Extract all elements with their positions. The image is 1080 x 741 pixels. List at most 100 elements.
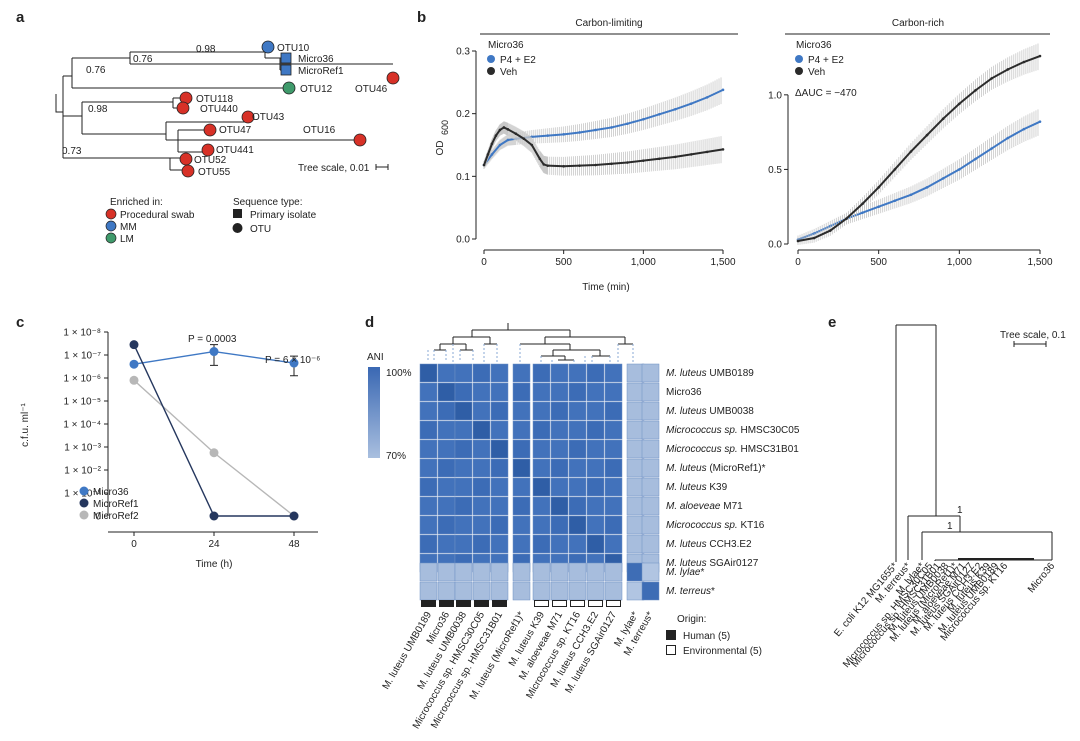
legend-enriched-title: Enriched in: <box>110 197 163 208</box>
data-point-micro36 <box>209 347 219 357</box>
panel-c: c 01 × 10⁻¹1 × 10⁻²1 × 10⁻³1 × 10⁻⁴1 × 1… <box>16 314 320 570</box>
heatmap-cell <box>604 534 623 554</box>
heatmap-cell <box>586 401 605 421</box>
data-point <box>542 163 546 166</box>
heatmap-cell <box>472 581 491 601</box>
legend-label: Primary isolate <box>250 210 317 221</box>
heatmap-cell <box>454 382 473 402</box>
row-label-rest: KT16 <box>738 520 765 531</box>
origin-marker-environmental <box>588 600 603 607</box>
heatmap-cell <box>568 420 587 440</box>
heatmap-cell <box>626 401 645 421</box>
heatmap-cell <box>512 581 531 601</box>
heatmap-row-label: M. terreus* <box>666 586 715 597</box>
heatmap-cell <box>641 382 660 402</box>
heatmap-row-label: Micrococcus sp. HMSC31B01 <box>666 444 799 455</box>
heatmap-cell <box>604 439 623 459</box>
tip-label: OTU52 <box>194 155 227 166</box>
data-point-micro36 <box>289 358 299 368</box>
data-point <box>1006 136 1010 140</box>
legend-swatch-environmental <box>666 645 676 655</box>
legend-swatch-mm <box>105 220 117 232</box>
heatmap-cell <box>419 458 438 478</box>
data-point <box>990 77 993 80</box>
data-point <box>642 159 645 162</box>
y-tick-label: 0.2 <box>456 109 470 120</box>
y-tick-label: 0.1 <box>456 172 470 183</box>
row-label-italic: Micrococcus sp. <box>666 520 738 531</box>
heatmap-cell <box>532 458 551 478</box>
heatmap-cell <box>437 382 456 402</box>
tip-label: OTU10 <box>277 43 310 54</box>
heatmap-cell <box>641 458 660 478</box>
heatmap-cell <box>512 477 531 497</box>
legend-title: Micro36 <box>796 40 832 51</box>
data-point <box>578 131 581 134</box>
y-axis-label-sub: 600 <box>440 120 450 135</box>
heatmap-cell <box>550 420 569 440</box>
heatmap-cell <box>454 420 473 440</box>
y-tick-label: 1 × 10⁻⁶ <box>64 374 101 385</box>
y-axis-label: OD <box>435 141 446 156</box>
data-point <box>845 217 848 220</box>
heatmap-cell <box>568 363 587 383</box>
heatmap-cell <box>512 401 531 421</box>
x-tick-label: 500 <box>870 257 887 268</box>
dendrogram-leaf-connectors <box>427 344 634 362</box>
heatmap-cell <box>568 534 587 554</box>
data-point <box>494 134 498 137</box>
panel-b-letter: b <box>417 9 426 26</box>
heatmap-cell <box>641 562 660 582</box>
data-point <box>562 165 565 168</box>
heatmap-cell <box>419 382 438 402</box>
tip-label: MicroRef1 <box>298 66 344 77</box>
legend-swatch-microref2 <box>79 510 89 520</box>
heatmap-cell <box>568 477 587 497</box>
y-axis-label: c.f.u. ml⁻¹ <box>20 403 31 447</box>
heatmap-cell <box>472 439 491 459</box>
y-tick-label: 0.5 <box>768 165 782 176</box>
heatmap-cell <box>604 420 623 440</box>
data-point <box>877 205 880 209</box>
heatmap-row-label: M. luteus K39 <box>666 482 728 493</box>
heatmap-cell <box>472 420 491 440</box>
heatmap-cell <box>568 515 587 535</box>
heatmap-cell <box>550 458 569 478</box>
heatmap-cell <box>437 420 456 440</box>
data-point <box>909 193 913 197</box>
x-axis-label: Time (min) <box>582 282 629 293</box>
legend-swatch-microref1 <box>79 498 89 508</box>
row-label-rest: HMSC30C05 <box>738 425 800 436</box>
heatmap-cell <box>550 496 569 516</box>
legend-label: P4 + E2 <box>500 55 536 66</box>
legend-label: P4 + E2 <box>808 55 844 66</box>
legend-swatch-lm <box>105 232 117 244</box>
heatmap-cell <box>512 363 531 383</box>
legend-swatch-procedural-swab <box>105 208 117 220</box>
data-point <box>506 138 510 142</box>
row-label-italic: M. luteus <box>666 406 707 417</box>
heatmap-cell <box>419 420 438 440</box>
y-tick-label: 1 × 10⁻⁷ <box>64 351 101 362</box>
origin-legend-title: Origin: <box>677 614 706 625</box>
x-axis-label: Time (h) <box>196 559 233 570</box>
row-label-rest: * <box>700 567 704 578</box>
data-point <box>522 137 526 141</box>
y-tick-label: 0.3 <box>456 47 470 58</box>
heatmap-cell <box>604 477 623 497</box>
colorbar-tick: 70% <box>386 451 406 462</box>
heatmap-cell <box>550 382 569 402</box>
row-label-italic: Micrococcus sp. <box>666 444 738 455</box>
row-label-rest: UMB0189 <box>707 368 755 379</box>
data-point <box>925 186 929 189</box>
data-point <box>578 164 581 167</box>
tip-label: OTU43 <box>252 112 285 123</box>
data-point <box>498 128 502 132</box>
heatmap-cell <box>532 420 551 440</box>
data-point-micro36 <box>129 359 139 369</box>
heatmap-row-labels: M. luteus UMB0189 Micro36 M. luteus UMB003… <box>666 368 800 597</box>
heatmap-row-label: M. luteus UMB0189 <box>666 368 754 379</box>
tree-scale-label: Tree scale, 0.01 <box>298 163 370 174</box>
panel-e: e Tree scale, 0.1 1 1 E. coli K12 MG1655… <box>828 314 1066 670</box>
